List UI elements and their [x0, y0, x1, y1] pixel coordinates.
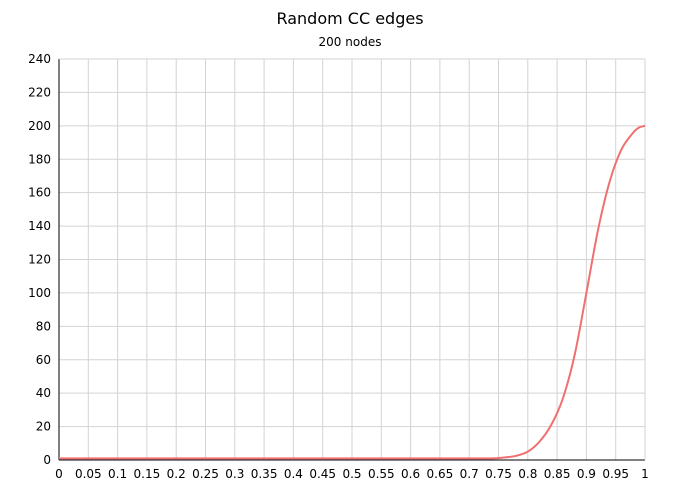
x-tick-label: 0.5	[342, 467, 361, 481]
y-tick-label: 200	[28, 119, 51, 133]
x-tick-label: 0.6	[401, 467, 420, 481]
y-tick-label: 120	[28, 253, 51, 267]
y-tick-label: 220	[28, 85, 51, 99]
y-tick-label: 80	[36, 319, 51, 333]
x-tick-label: 0.95	[602, 467, 629, 481]
x-tick-label: 0.8	[518, 467, 537, 481]
y-axis-ticks: 0 20 40 60 80 100 120 140 160 180 200 220 240	[28, 52, 51, 467]
x-tick-label: 0.15	[134, 467, 161, 481]
x-tick-label: 0.55	[368, 467, 395, 481]
y-tick-label: 180	[28, 152, 51, 166]
series-layer	[59, 124, 646, 460]
x-tick-label: 0.35	[251, 467, 278, 481]
x-tick-label: 0.45	[309, 467, 336, 481]
x-tick-label: 0.9	[577, 467, 596, 481]
chart-title: Random CC edges	[276, 9, 423, 28]
x-tick-label: 0.05	[75, 467, 102, 481]
y-tick-label: 240	[28, 52, 51, 66]
x-tick-label: 0.85	[544, 467, 571, 481]
y-tick-label: 20	[36, 420, 51, 434]
x-tick-label: 0.2	[167, 467, 186, 481]
y-tick-label: 40	[36, 386, 51, 400]
x-tick-label: 1	[641, 467, 649, 481]
x-axis-ticks: 0 0.05 0.1 0.15 0.2 0.25 0.3 0.35 0.4 0.45 0.5 0.55…	[55, 467, 649, 481]
y-tick-label: 160	[28, 186, 51, 200]
y-tick-label: 140	[28, 219, 51, 233]
x-tick-label: 0.1	[108, 467, 127, 481]
x-tick-label: 0.75	[485, 467, 512, 481]
y-tick-label: 60	[36, 353, 51, 367]
x-tick-label: 0.25	[192, 467, 219, 481]
series-line	[59, 124, 646, 460]
x-tick-label: 0.4	[284, 467, 303, 481]
x-tick-label: 0	[55, 467, 63, 481]
x-tick-label: 0.7	[460, 467, 479, 481]
axes	[58, 58, 646, 461]
grid	[58, 58, 646, 461]
y-tick-label: 100	[28, 286, 51, 300]
x-tick-label: 0.65	[427, 467, 454, 481]
chart-subtitle: 200 nodes	[319, 35, 382, 49]
x-tick-label: 0.3	[225, 467, 244, 481]
y-tick-label: 0	[43, 453, 51, 467]
